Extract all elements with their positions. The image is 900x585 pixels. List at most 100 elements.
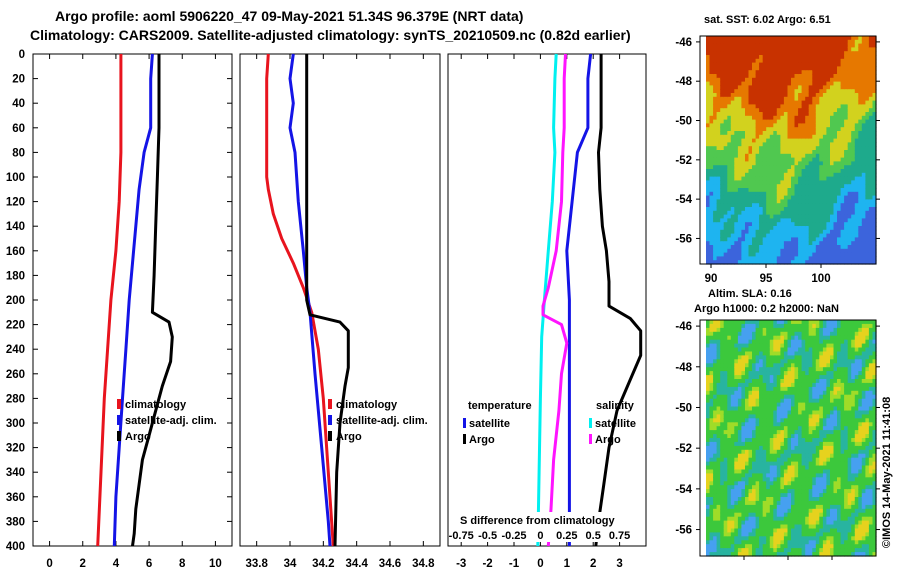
- map-cell: [741, 450, 745, 455]
- map-cell: [752, 74, 756, 78]
- map-cell: [777, 161, 781, 165]
- map-cell: [858, 188, 862, 192]
- map-cell: [770, 78, 774, 82]
- map-cell: [752, 211, 756, 215]
- map-cell: [741, 188, 745, 192]
- map-cell: [734, 135, 738, 139]
- map-cell: [752, 505, 756, 510]
- map-cell: [834, 158, 838, 162]
- map-cell: [770, 199, 774, 203]
- map-cell: [738, 336, 742, 341]
- map-cell: [855, 70, 859, 74]
- map-cell: [777, 93, 781, 97]
- map-cell: [734, 116, 738, 120]
- map-cell: [848, 120, 852, 124]
- map-cell: [710, 501, 714, 506]
- map-cell: [720, 47, 724, 51]
- map-cell: [752, 418, 756, 423]
- map-cell: [745, 47, 749, 51]
- map-cell: [784, 112, 788, 116]
- map-cell: [791, 422, 795, 427]
- map-cell: [777, 379, 781, 384]
- map-cell: [841, 211, 845, 215]
- map-cell: [830, 135, 834, 139]
- map-cell: [734, 101, 738, 105]
- map-cell: [841, 104, 845, 108]
- map-cell: [802, 207, 806, 211]
- map-cell: [720, 344, 724, 349]
- map-cell: [798, 497, 802, 502]
- map-cell: [788, 78, 792, 82]
- y-tick-label: 180: [6, 270, 25, 282]
- map-cell: [710, 493, 714, 498]
- map-cell: [773, 226, 777, 230]
- map-cell: [784, 348, 788, 353]
- s-axis-tick-label: 0: [537, 530, 543, 542]
- map-cell: [766, 116, 770, 120]
- map-cell: [741, 513, 745, 518]
- map-cell: [738, 328, 742, 333]
- map-cell: [717, 529, 721, 534]
- map-cell: [816, 493, 820, 498]
- map-cell: [770, 379, 774, 384]
- map-cell: [759, 414, 763, 419]
- y-tick-label: 380: [6, 516, 25, 528]
- map-cell: [851, 249, 855, 253]
- map-cell: [809, 340, 813, 345]
- x-tick-label: -3: [456, 558, 466, 570]
- map-cell: [713, 199, 717, 203]
- map-cell: [759, 481, 763, 486]
- map-cell: [826, 131, 830, 135]
- map-cell: [773, 207, 777, 211]
- map-cell: [791, 55, 795, 59]
- map-cell: [731, 93, 735, 97]
- map-cell: [777, 218, 781, 222]
- map-cell: [717, 226, 721, 230]
- map-cell: [773, 497, 777, 502]
- map-cell: [784, 418, 788, 423]
- map-cell: [865, 116, 869, 120]
- map-cell: [727, 470, 731, 475]
- map-cell: [720, 320, 724, 325]
- map-cell: [713, 108, 717, 112]
- map-cell: [734, 93, 738, 97]
- map-cell: [798, 116, 802, 120]
- map-cell: [724, 218, 728, 222]
- map-cell: [802, 379, 806, 384]
- map-cell: [802, 414, 806, 419]
- map-cell: [780, 352, 784, 357]
- map-cell: [862, 101, 866, 105]
- map-cell: [770, 207, 774, 211]
- map-cell: [731, 226, 735, 230]
- map-cell: [791, 66, 795, 70]
- map-cell: [816, 63, 820, 67]
- map-cell: [766, 509, 770, 514]
- map-cell: [752, 131, 756, 135]
- map-cell: [706, 154, 710, 158]
- map-cell: [834, 108, 838, 112]
- map-cell: [756, 218, 760, 222]
- map-cell: [734, 89, 738, 93]
- map-cell: [752, 434, 756, 439]
- map-cell: [780, 158, 784, 162]
- map-cell: [805, 222, 809, 226]
- map-cell: [780, 253, 784, 257]
- map-cell: [798, 173, 802, 177]
- map-cell: [812, 78, 816, 82]
- map-cell: [823, 82, 827, 86]
- map-cell: [844, 63, 848, 67]
- map-cell: [724, 203, 728, 207]
- map-cell: [741, 379, 745, 384]
- map-cell: [816, 489, 820, 494]
- map-cell: [734, 462, 738, 467]
- map-cell: [798, 462, 802, 467]
- map-cell: [819, 169, 823, 173]
- map-cell: [862, 44, 866, 48]
- map-cell: [851, 230, 855, 234]
- map-cell: [770, 123, 774, 127]
- x-tick-label: 8: [179, 558, 186, 570]
- map-cell: [777, 135, 781, 139]
- map-cell: [798, 123, 802, 127]
- map-cell: [837, 78, 841, 82]
- map-cell: [802, 438, 806, 443]
